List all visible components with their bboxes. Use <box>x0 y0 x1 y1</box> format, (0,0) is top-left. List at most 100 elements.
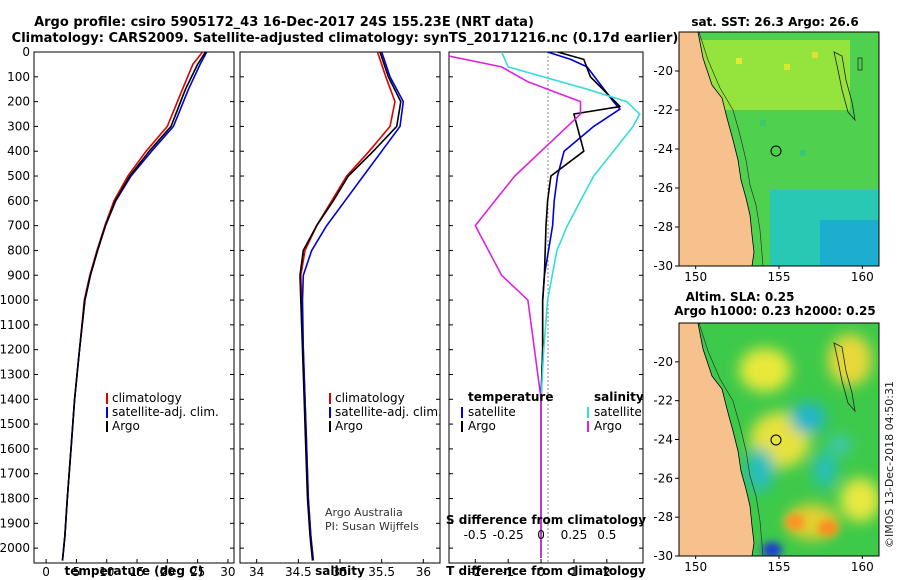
lon-tick-label: 155 <box>768 270 791 284</box>
series-line-climatology <box>299 52 396 561</box>
sla-orange-blob <box>818 520 838 536</box>
y-tick-label: 300 <box>7 119 30 133</box>
sst-pixel <box>760 120 766 126</box>
header-line-2: Climatology: CARS2009. Satellite-adjuste… <box>12 31 679 46</box>
x-tick-label: 35.5 <box>368 565 395 579</box>
s-tick-label: 0.5 <box>597 528 616 542</box>
x-tick-label: -2 <box>469 565 481 579</box>
s-tick-label: -0.25 <box>493 528 524 542</box>
lat-tick-label: -22 <box>653 103 673 117</box>
lat-tick-label: -30 <box>653 549 673 563</box>
header-line-1: Argo profile: csiro 5905172_43 16-Dec-20… <box>34 15 534 30</box>
x-tick-label: 34 <box>249 565 264 579</box>
legend-label-climatology: climatology <box>335 391 405 405</box>
sla-cyan-blob <box>746 448 774 492</box>
sla-blue-blob <box>762 542 782 556</box>
lat-tick-label: -28 <box>653 510 673 524</box>
y-tick-label: 400 <box>7 144 30 158</box>
y-tick-label: 1400 <box>0 392 30 406</box>
lat-tick-label: -24 <box>653 142 673 156</box>
lon-tick-label: 150 <box>684 270 707 284</box>
temperature-xlabel: temperature (deg C) <box>65 564 204 578</box>
lat-tick-label: -28 <box>653 220 673 234</box>
sla-map: Altim. SLA: 0.25 Argo h1000: 0.23 h2000:… <box>653 290 880 574</box>
legend-label-climatology: climatology <box>112 391 182 405</box>
y-tick-label: 800 <box>7 243 30 257</box>
x-tick-label: 35 <box>332 565 347 579</box>
credit-line-1: Argo Australia <box>325 506 403 519</box>
x-tick-label: 0 <box>537 565 545 579</box>
salinity-panel: 34 34.5 35 35.5 36 climatology satellite-adj… <box>239 51 442 579</box>
y-tick-label: 1700 <box>0 467 30 481</box>
legend-label-s-satellite: satellite <box>594 405 642 419</box>
temperature-panel-frame <box>33 51 235 564</box>
legend-title-temperature: temperature <box>468 390 553 404</box>
x-tick-label: 2 <box>603 565 611 579</box>
s-difference-label: S difference from climatology <box>446 513 646 527</box>
lat-tick-label: -20 <box>653 64 673 78</box>
legend-label-t-satellite: satellite <box>468 405 516 419</box>
argo-location-marker <box>770 434 782 446</box>
y-tick-label: 1100 <box>0 318 30 332</box>
sst-pixel <box>736 58 742 64</box>
land <box>679 32 755 266</box>
y-tick-label: 0 <box>22 45 30 59</box>
lat-tick-label: -26 <box>653 181 673 195</box>
sst-map-title: sat. SST: 26.3 Argo: 26.6 <box>691 15 858 29</box>
lat-tick-label: -26 <box>653 471 673 485</box>
sla-map-title: Altim. SLA: 0.25 <box>686 290 795 304</box>
sla-cyan-blob <box>828 435 852 455</box>
series-line-satellite-adj-clim- <box>301 52 405 561</box>
y-tick-label: 1800 <box>0 492 30 506</box>
sst-pixel <box>812 52 818 58</box>
credit-line-2: PI: Susan Wijffels <box>325 520 419 533</box>
reef-contour-2 <box>857 57 863 71</box>
s-tick-label: -0.5 <box>464 528 487 542</box>
y-tick-label: 200 <box>7 95 30 109</box>
reef-contour <box>833 51 856 122</box>
lon-tick-label: 160 <box>851 560 874 574</box>
salinity-panel-frame <box>239 51 441 564</box>
x-tick-label: -1 <box>502 565 514 579</box>
x-tick-label: 1 <box>570 565 578 579</box>
s-tick-label: 0.25 <box>561 528 588 542</box>
difference-panel: -2 -1 0 1 2 temperature satellite Argo salin… <box>446 51 646 579</box>
salinity-legend: climatology satellite-adj. clim. Argo <box>329 391 442 433</box>
sst-cool-patch-2 <box>820 220 879 266</box>
legend-label-satellite-adj: satellite-adj. clim. <box>335 405 442 419</box>
x-tick-label: 30 <box>220 565 235 579</box>
lon-tick-label: 155 <box>768 560 791 574</box>
y-tick-label: 1600 <box>0 442 30 456</box>
y-tick-label: 900 <box>7 268 30 282</box>
x-tick-label: 10 <box>99 565 114 579</box>
lon-tick-label: 160 <box>851 270 874 284</box>
legend-label-t-argo: Argo <box>468 419 496 433</box>
sla-yellow-blob <box>840 478 879 522</box>
sst-warm-patch <box>700 40 850 110</box>
x-tick-label: 25 <box>190 565 205 579</box>
land <box>679 323 755 556</box>
shelf-contour <box>698 32 764 266</box>
sla-yellow-blob <box>828 334 872 386</box>
x-tick-label: 34.5 <box>285 565 312 579</box>
difference-panel-frame <box>448 51 644 564</box>
sst-pixel <box>784 64 790 70</box>
lon-tick-label: 150 <box>684 560 707 574</box>
series-line-salinity-satellite <box>500 52 641 558</box>
salinity-xlabel: salinity <box>315 564 365 578</box>
s-tick-label: 0 <box>537 528 545 542</box>
legend-title-salinity: salinity <box>594 390 644 404</box>
sla-orange-blob <box>785 514 805 530</box>
sst-pixel <box>800 150 806 156</box>
y-tick-label: 1900 <box>0 516 30 530</box>
y-tick-label: 1500 <box>0 417 30 431</box>
y-tick-label: 2000 <box>0 541 30 555</box>
legend-label-argo: Argo <box>335 419 363 433</box>
sla-yellow-blob <box>739 348 791 392</box>
x-tick-label: 15 <box>129 565 144 579</box>
lat-tick-label: -22 <box>653 394 673 408</box>
lat-tick-label: -20 <box>653 355 673 369</box>
temperature-panel: 0100200300400500600700800900100011001200… <box>0 45 236 579</box>
series-line-salinity-argo <box>449 55 582 558</box>
